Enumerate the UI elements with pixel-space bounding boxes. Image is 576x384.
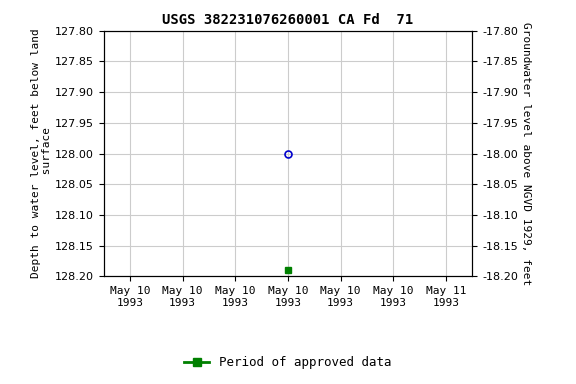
Title: USGS 382231076260001 CA Fd  71: USGS 382231076260001 CA Fd 71 <box>162 13 414 27</box>
Y-axis label: Depth to water level, feet below land
 surface: Depth to water level, feet below land su… <box>31 29 52 278</box>
Legend: Period of approved data: Period of approved data <box>179 351 397 374</box>
Y-axis label: Groundwater level above NGVD 1929, feet: Groundwater level above NGVD 1929, feet <box>521 22 530 285</box>
